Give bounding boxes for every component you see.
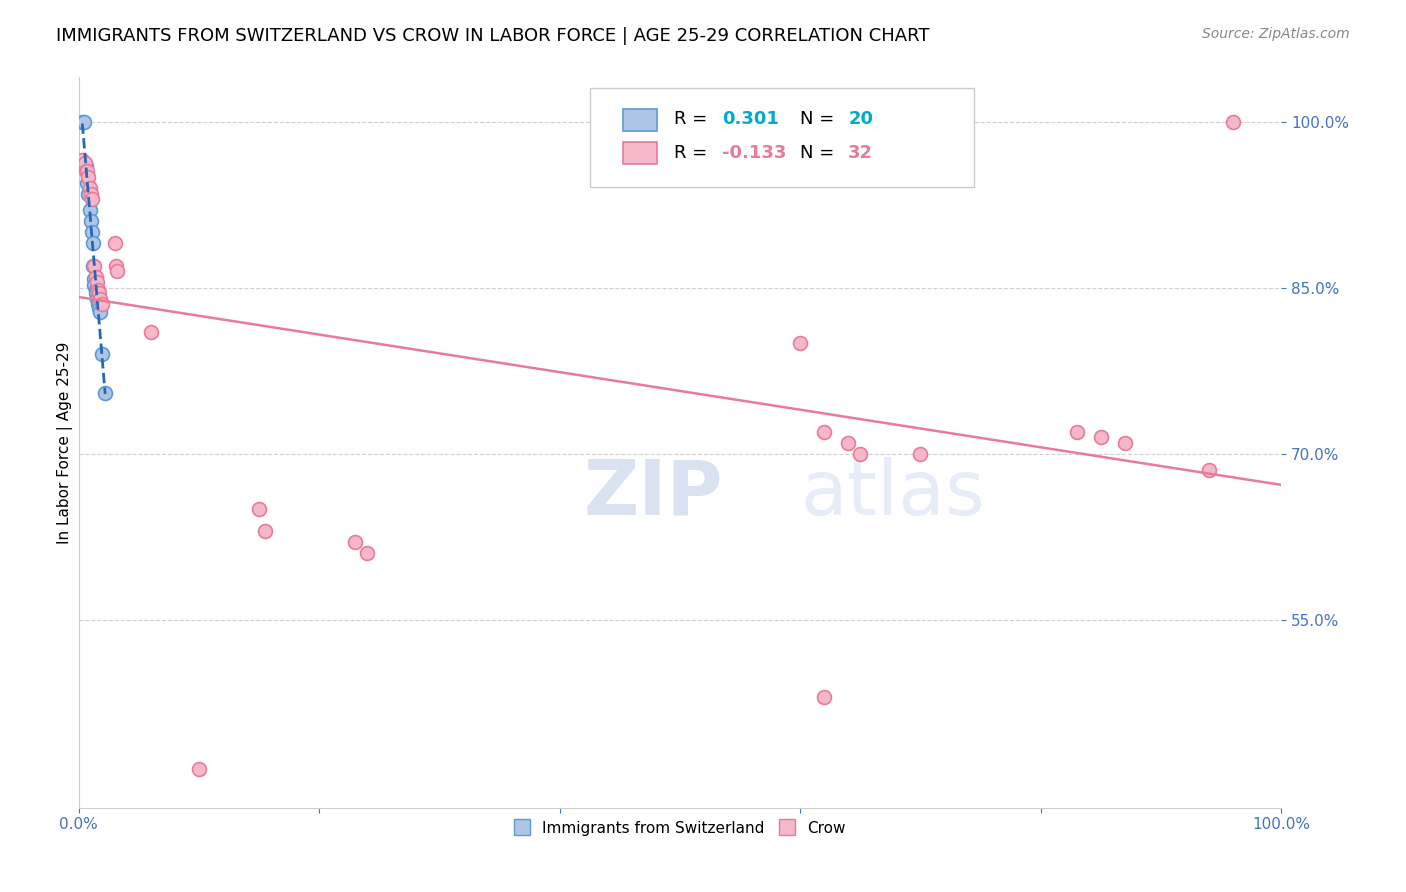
Point xyxy=(73,155,96,169)
Point xyxy=(813,690,835,704)
Point xyxy=(849,447,872,461)
Point xyxy=(80,192,103,206)
Point xyxy=(83,278,105,293)
Point xyxy=(89,301,111,315)
Point xyxy=(75,164,97,178)
Point xyxy=(139,325,162,339)
Point xyxy=(84,286,107,301)
Point xyxy=(910,447,932,461)
Point xyxy=(105,259,128,273)
Point xyxy=(89,286,111,301)
Point xyxy=(813,425,835,439)
Point xyxy=(82,259,104,273)
Text: atlas: atlas xyxy=(800,457,986,531)
Text: N =: N = xyxy=(800,110,841,128)
Text: R =: R = xyxy=(673,110,713,128)
Point xyxy=(72,114,94,128)
FancyBboxPatch shape xyxy=(589,88,974,187)
Point xyxy=(89,292,111,306)
Point xyxy=(837,435,859,450)
Point xyxy=(83,259,105,273)
Point xyxy=(1222,114,1244,128)
Point xyxy=(789,336,811,351)
Text: 20: 20 xyxy=(848,110,873,128)
Point xyxy=(82,236,104,251)
Point xyxy=(188,762,211,776)
Point xyxy=(87,297,110,311)
Point xyxy=(77,186,100,201)
Point xyxy=(1198,463,1220,477)
Point xyxy=(84,283,107,297)
Point xyxy=(247,502,270,516)
Point xyxy=(90,347,112,361)
Legend: Immigrants from Switzerland, Crow: Immigrants from Switzerland, Crow xyxy=(506,814,853,844)
Point xyxy=(80,214,103,228)
Point xyxy=(1090,430,1112,444)
Point xyxy=(90,297,112,311)
Point xyxy=(80,225,103,239)
Y-axis label: In Labor Force | Age 25-29: In Labor Force | Age 25-29 xyxy=(58,342,73,544)
Point xyxy=(72,114,94,128)
Text: ZIP: ZIP xyxy=(583,457,723,531)
Text: 32: 32 xyxy=(848,144,873,161)
Text: Source: ZipAtlas.com: Source: ZipAtlas.com xyxy=(1202,27,1350,41)
Point xyxy=(76,176,98,190)
Point xyxy=(344,535,367,549)
Point xyxy=(89,305,111,319)
Point xyxy=(87,283,110,297)
Point xyxy=(84,269,107,284)
Point xyxy=(86,292,108,306)
Point xyxy=(72,153,94,168)
Point xyxy=(254,524,277,538)
Point xyxy=(79,181,101,195)
Text: 0.301: 0.301 xyxy=(723,110,779,128)
FancyBboxPatch shape xyxy=(623,109,657,131)
Point xyxy=(77,169,100,184)
Point xyxy=(356,546,378,560)
Point xyxy=(79,203,101,218)
Point xyxy=(86,275,108,289)
Point xyxy=(105,264,128,278)
Point xyxy=(104,236,127,251)
Point xyxy=(80,186,103,201)
Point xyxy=(75,159,97,173)
Text: IMMIGRANTS FROM SWITZERLAND VS CROW IN LABOR FORCE | AGE 25-29 CORRELATION CHART: IMMIGRANTS FROM SWITZERLAND VS CROW IN L… xyxy=(56,27,929,45)
Point xyxy=(94,385,117,400)
Point xyxy=(76,164,98,178)
FancyBboxPatch shape xyxy=(623,143,657,164)
Point xyxy=(83,272,105,286)
Point xyxy=(1114,435,1136,450)
Text: -0.133: -0.133 xyxy=(723,144,786,161)
Point xyxy=(1066,425,1088,439)
Text: N =: N = xyxy=(800,144,841,161)
Text: R =: R = xyxy=(673,144,713,161)
